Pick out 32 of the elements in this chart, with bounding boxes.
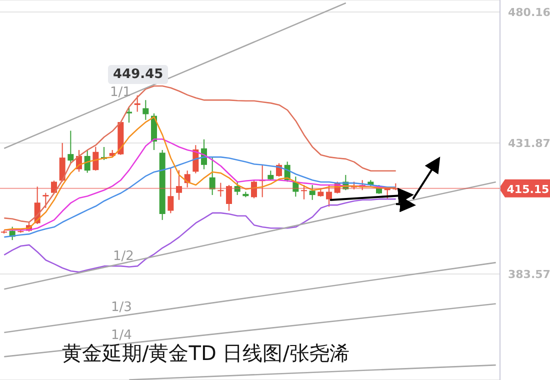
annotation: 1/1 (110, 85, 131, 100)
candlestick (301, 184, 307, 200)
candlestick (309, 184, 316, 200)
candlestick (126, 106, 132, 124)
line-series (4, 116, 396, 231)
candlestick (142, 100, 149, 120)
candlestick (326, 184, 332, 208)
candlestick (176, 170, 182, 200)
annotation: 1/3 (111, 300, 132, 315)
candlestick (209, 156, 216, 196)
candlestick (251, 180, 257, 199)
candlestick (234, 181, 240, 196)
y-tick-label: 431.87 (508, 136, 550, 150)
candlestick (218, 182, 224, 198)
annotation: 1/4 (111, 328, 132, 343)
annotation: 449.45 (108, 65, 168, 84)
candlestick (134, 94, 140, 112)
annotation: 1/2 (113, 249, 134, 264)
candlestick (59, 142, 66, 182)
line-series (4, 198, 396, 273)
candlestick (51, 180, 57, 194)
candlestick (68, 130, 74, 164)
candlestick (168, 167, 174, 214)
candlestick (292, 176, 299, 198)
y-tick-label: 383.57 (508, 268, 550, 281)
ref-line-label: 415.15 (506, 182, 550, 196)
y-tick-label: 480.16 (508, 6, 550, 19)
text: 黄金延期/黄金TD 日线图/张尧浠 (62, 340, 350, 367)
candlestick (226, 184, 232, 212)
candlestick (92, 146, 99, 172)
line-series (4, 85, 396, 223)
candlestick (42, 192, 49, 209)
